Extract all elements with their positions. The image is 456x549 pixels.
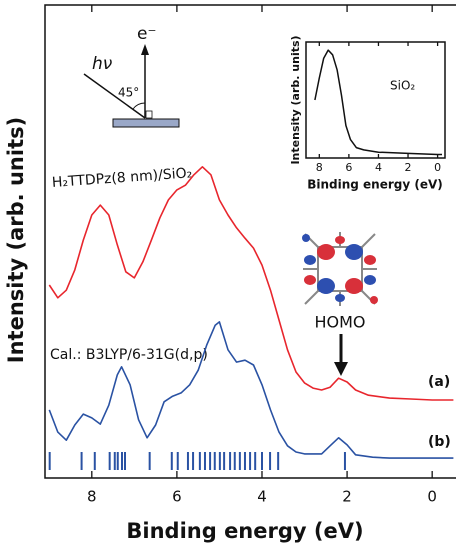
x-tick-label: 2 — [342, 488, 352, 506]
inset-y-axis-title: Intensity (arb. units) — [289, 35, 302, 164]
schematic — [83, 44, 180, 128]
series-label: H₂TTDPz(8 nm)/SiO₂ — [51, 165, 192, 191]
plot-frame — [305, 41, 446, 159]
x-tick-label: 0 — [434, 161, 441, 174]
substrate — [112, 118, 180, 128]
photon-label: hν — [92, 54, 113, 74]
series-line — [48, 321, 454, 459]
x-tick-label: 4 — [257, 488, 267, 506]
electron-label: e⁻ — [137, 24, 156, 44]
angle-label: 45° — [118, 86, 139, 100]
x-tick-label: 8 — [87, 488, 97, 506]
x-tick-label: 2 — [405, 161, 412, 174]
arrow-head — [334, 362, 348, 376]
x-tick-label: 8 — [316, 161, 323, 174]
x-tick-label: 6 — [172, 488, 182, 506]
x-tick-label: 6 — [345, 161, 352, 174]
series-line — [314, 49, 442, 156]
angle-arc — [132, 102, 146, 110]
inset-series-label: SiO₂ — [390, 79, 415, 93]
x-axis-title: Binding energy (eV) — [126, 519, 363, 543]
plot-frame — [44, 4, 456, 479]
arrow-head — [141, 44, 149, 55]
series-tag: (a) — [428, 374, 450, 390]
right-angle — [145, 110, 153, 119]
y-axis-title: Intensity (arb. units) — [4, 117, 28, 363]
x-tick-label: 4 — [375, 161, 382, 174]
homo-label: HOMO — [314, 313, 365, 332]
series-tag: (b) — [428, 434, 451, 450]
photon-ray — [83, 73, 146, 119]
series-label: Cal.: B3LYP/6-31G(d,p) — [50, 347, 208, 363]
inset-x-axis-title: Binding energy (eV) — [307, 178, 443, 192]
x-tick-label: 0 — [427, 488, 437, 506]
series-line — [48, 166, 454, 401]
homo-orbital — [302, 232, 378, 306]
